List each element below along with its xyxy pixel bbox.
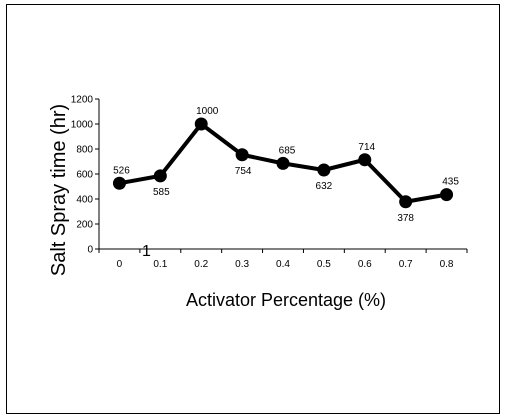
- x-tick-label: 0: [117, 259, 123, 270]
- data-labels: 526 585 1000 754 685 632 714 378 435: [113, 106, 459, 224]
- y-tick-label: 600: [76, 170, 93, 181]
- data-point: [399, 195, 413, 209]
- y-axis-title: Salt Spray time (hr): [48, 104, 70, 276]
- data-point: [194, 117, 208, 131]
- series-line: [112, 117, 454, 209]
- data-label: 685: [279, 145, 296, 156]
- data-label: 435: [442, 177, 459, 188]
- x-tick-label: 0.5: [317, 259, 331, 270]
- data-point: [153, 169, 167, 183]
- data-label: 632: [316, 181, 333, 192]
- x-axis-title: Activator Percentage (%): [186, 290, 386, 310]
- data-point: [358, 153, 372, 167]
- y-axis: 0 200 400 600 800 1000 1200: [71, 95, 100, 256]
- data-label: 378: [397, 213, 414, 224]
- data-label: 1000: [196, 106, 219, 117]
- y-tick-label: 1000: [71, 120, 94, 131]
- x-tick-label: 0.8: [440, 259, 454, 270]
- x-tick-label: 0.2: [194, 259, 208, 270]
- y-tick-label: 200: [76, 220, 93, 231]
- x-tick-label: 0.7: [399, 259, 413, 270]
- data-point: [235, 148, 249, 162]
- y-tick-label: 1200: [71, 95, 94, 106]
- x-tick-label: 0.1: [153, 259, 167, 270]
- x-tick-label: 0.6: [358, 259, 372, 270]
- y-tick-label: 0: [87, 245, 93, 256]
- data-point: [112, 176, 126, 190]
- data-label: 714: [358, 142, 375, 153]
- x-axis: 0 0.1 0.2 0.3 0.4 0.5 0.6 0.7 0.8: [98, 248, 468, 270]
- data-point: [440, 188, 454, 202]
- y-tick-label: 800: [76, 145, 93, 156]
- line-chart: 0 200 400 600 800 1000 1200 0 0.1 0.2 0.3 0.4 0.5 0.…: [48, 95, 468, 310]
- x-tick-label: 0.3: [235, 259, 249, 270]
- x-tick-label: 0.4: [276, 259, 290, 270]
- y-tick-label: 400: [76, 195, 93, 206]
- data-label: 585: [153, 187, 170, 198]
- data-point: [317, 163, 331, 177]
- stray-text: 1: [142, 243, 151, 260]
- data-point: [276, 156, 290, 170]
- data-label: 526: [113, 165, 130, 176]
- data-label: 754: [235, 166, 252, 177]
- chart-frame: 0 200 400 600 800 1000 1200 0 0.1 0.2 0.3 0.4 0.5 0.…: [6, 4, 500, 414]
